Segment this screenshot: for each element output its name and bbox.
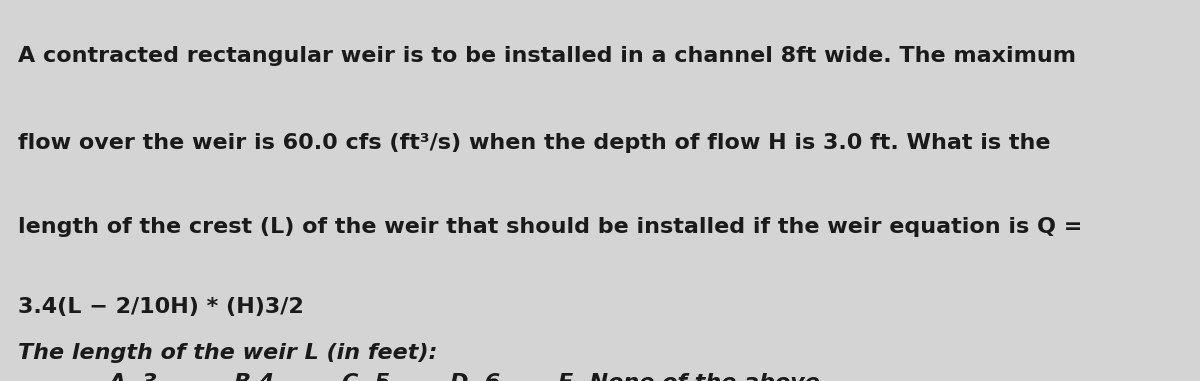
Text: 3.4(L − 2/10H) * (H)3/2: 3.4(L − 2/10H) * (H)3/2: [18, 297, 304, 317]
Text: B.4: B.4: [234, 373, 275, 381]
Text: A. 3: A. 3: [108, 373, 157, 381]
Text: E. None of the above: E. None of the above: [558, 373, 820, 381]
Text: C. 5: C. 5: [342, 373, 390, 381]
Text: D. 6: D. 6: [450, 373, 500, 381]
Text: flow over the weir is 60.0 cfs (ft³/s) when the depth of flow H is 3.0 ft. What : flow over the weir is 60.0 cfs (ft³/s) w…: [18, 133, 1050, 153]
Text: length of the crest (L) of the weir that should be installed if the weir equatio: length of the crest (L) of the weir that…: [18, 217, 1082, 237]
Text: The length of the weir L (in feet):: The length of the weir L (in feet):: [18, 343, 437, 363]
Text: A contracted rectangular weir is to be installed in a channel 8ft wide. The maxi: A contracted rectangular weir is to be i…: [18, 46, 1076, 66]
